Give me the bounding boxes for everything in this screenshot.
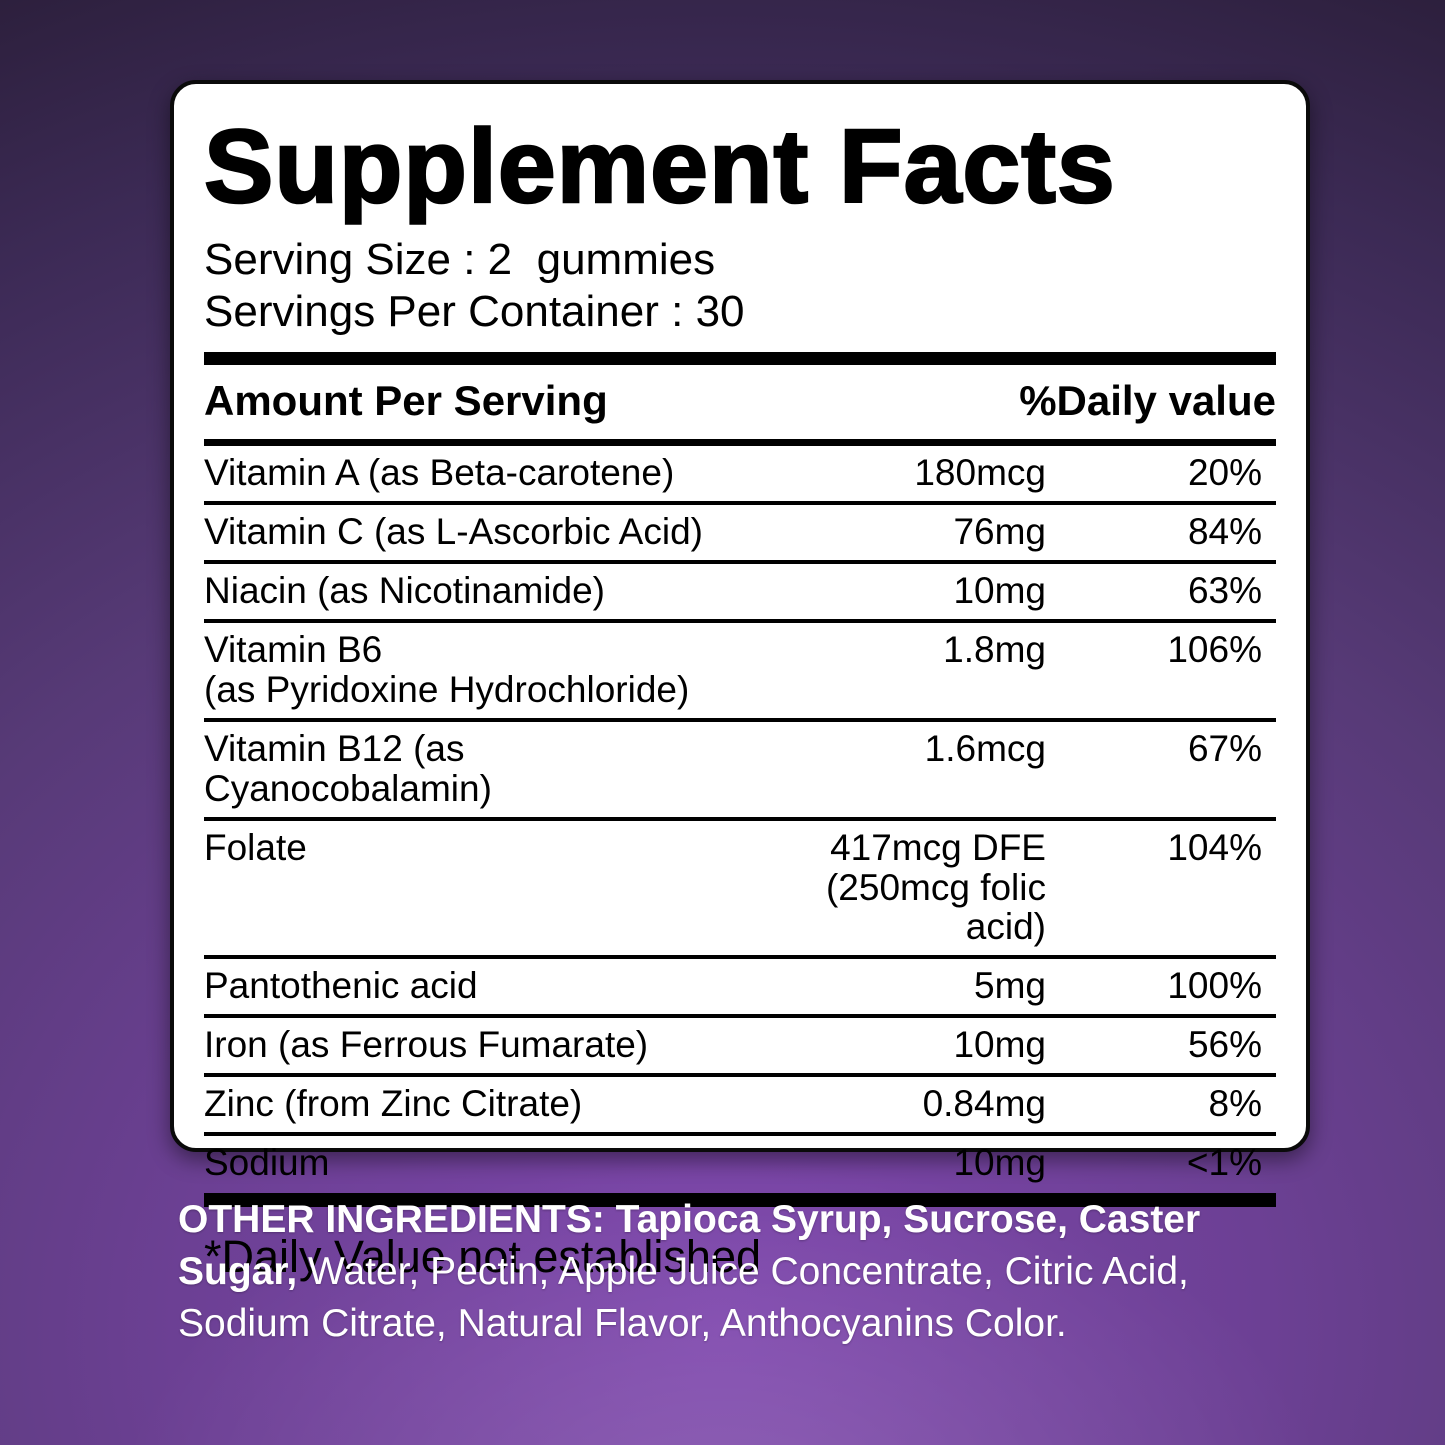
nutrient-daily-value: 84% <box>1187 510 1262 552</box>
nutrient-name: Folate <box>204 826 307 868</box>
supplement-facts-panel: Supplement Facts Serving Size : 2 gummie… <box>170 80 1310 1282</box>
divider-header <box>204 438 1276 446</box>
nutrient-name: Pantothenic acid <box>204 965 478 1007</box>
nutrient-name: Iron (as Ferrous Fumarate) <box>204 1024 649 1066</box>
nutrient-name: Vitamin A (as Beta-carotene) <box>204 451 675 493</box>
daily-value-footnote: *Daily Value not established <box>204 1231 762 1283</box>
nutrient-name: Sodium <box>204 1142 330 1184</box>
nutrient-amount: 76mg <box>953 510 1046 552</box>
facts-title: Supplement Facts <box>203 109 1116 225</box>
divider-thick-top <box>204 351 1276 365</box>
nutrient-amount: 10mg <box>953 1142 1046 1184</box>
nutrient-amount: 1.8mg <box>943 628 1046 670</box>
nutrient-daily-value: 56% <box>1187 1024 1262 1066</box>
nutrient-amount: 10mg <box>953 569 1046 611</box>
table-header: Amount Per Serving %Daily value <box>204 365 1276 439</box>
table-row-niacin: Niacin (as Nicotinamide) 10mg 63% <box>204 564 1276 623</box>
nutrient-daily-value: 63% <box>1187 569 1262 611</box>
nutrient-amount: 1.6mcg <box>924 727 1046 769</box>
nutrient-name: Vitamin B6 (as Pyridoxine Hydrochloride) <box>204 628 690 710</box>
nutrient-amount: 417mcg DFE (250mcg folic acid) <box>825 826 1046 948</box>
table-row-zinc: Zinc (from Zinc Citrate) 0.84mg 8% <box>204 1077 1276 1137</box>
nutrient-name: Vitamin C (as L-Ascorbic Acid) <box>204 510 703 552</box>
serving-size: Serving Size : 2 gummies <box>204 235 716 285</box>
nutrient-daily-value: 67% <box>1187 727 1262 769</box>
table-row-vitamin-b6: Vitamin B6 (as Pyridoxine Hydrochloride) … <box>204 623 1276 722</box>
nutrient-daily-value: 100% <box>1167 965 1262 1007</box>
nutrient-daily-value: <1% <box>1186 1142 1262 1184</box>
nutrient-daily-value: 20% <box>1187 451 1262 493</box>
table-row-iron: Iron (as Ferrous Fumarate) 10mg 56% <box>204 1018 1276 1078</box>
nutrient-amount: 5mg <box>974 965 1046 1007</box>
nutrient-name: Vitamin B12 (as Cyanocobalamin) <box>204 727 492 809</box>
other-ingredients-bold: OTHER INGREDIENTS: Tapioca Syrup, Sucros… <box>178 1198 1201 1293</box>
nutrient-name: Zinc (from Zinc Citrate) <box>204 1083 583 1125</box>
table-row-pantothenic-acid: Pantothenic acid 5mg 100% <box>204 959 1276 1019</box>
divider-thick-bottom <box>204 1193 1276 1208</box>
nutrient-amount: 180mcg <box>914 451 1046 493</box>
nutrient-name: Niacin (as Nicotinamide) <box>204 569 605 611</box>
nutrient-amount: 0.84mg <box>922 1083 1046 1125</box>
amount-per-serving-header: Amount Per Serving <box>204 376 608 424</box>
nutrient-amount: 10mg <box>953 1024 1046 1066</box>
daily-value-header: %Daily value <box>1019 376 1276 424</box>
other-ingredients-text: OTHER INGREDIENTS: Tapioca Syrup, Sucros… <box>178 1194 1288 1350</box>
table-row-sodium: Sodium 10mg <1% <box>204 1136 1276 1191</box>
nutrient-daily-value: 106% <box>1167 628 1262 670</box>
servings-per-container: Servings Per Container : 30 <box>204 286 745 336</box>
table-row-vitamin-c: Vitamin C (as L-Ascorbic Acid) 76mg 84% <box>204 505 1276 564</box>
nutrient-daily-value: 104% <box>1167 826 1262 868</box>
nutrient-table: Vitamin A (as Beta-carotene) 180mcg 20% … <box>204 446 1276 1191</box>
table-row-vitamin-b12: Vitamin B12 (as Cyanocobalamin) 1.6mcg 6… <box>204 722 1276 821</box>
nutrient-daily-value: 8% <box>1208 1083 1262 1125</box>
table-row-folate: Folate 417mcg DFE (250mcg folic acid) 104… <box>204 821 1276 960</box>
other-ingredients-regular: Water, Pectin, Apple Juice Concentrate, … <box>178 1249 1189 1345</box>
table-row-vitamin-a: Vitamin A (as Beta-carotene) 180mcg 20% <box>204 446 1276 505</box>
